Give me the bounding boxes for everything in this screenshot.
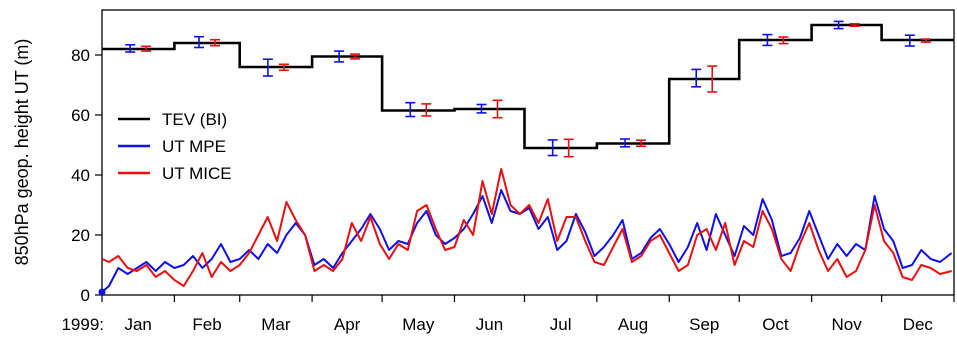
error-bar-ut-mpe	[125, 43, 136, 53]
error-bar-ut-mpe	[405, 101, 416, 118]
series-ut-mice-line	[101, 168, 952, 287]
year-label: 1999:	[61, 315, 104, 334]
y-tick-label: 0	[81, 286, 90, 305]
series-tev-step-line	[102, 23, 954, 150]
x-tick-label: Dec	[903, 315, 934, 334]
y-tick-label: 20	[71, 226, 90, 245]
x-tick-label: Nov	[832, 315, 863, 334]
error-bar-ut-mice	[141, 45, 152, 52]
x-tick-label: Sep	[689, 315, 719, 334]
error-bar-ut-mice	[849, 22, 860, 28]
x-tick-label: Mar	[261, 315, 291, 334]
error-bar-ut-mice	[920, 38, 931, 43]
error-bar-ut-mpe	[691, 68, 702, 88]
x-tick-label: Oct	[762, 315, 789, 334]
error-bar-ut-mice	[421, 103, 432, 117]
y-tick-label: 40	[71, 166, 90, 185]
error-bar-ut-mpe	[476, 103, 487, 114]
x-tick-label: Jul	[550, 315, 572, 334]
error-bar-ut-mice	[492, 99, 503, 119]
error-bar-ut-mpe	[904, 34, 915, 47]
error-bar-ut-mpe	[334, 50, 345, 63]
x-tick-label: Jan	[124, 315, 151, 334]
y-tick-label: 60	[71, 106, 90, 125]
error-bar-ut-mice	[210, 38, 221, 47]
y-axis-title: 850hPa geop. height UT (m)	[12, 39, 32, 266]
error-bar-ut-mice	[350, 53, 361, 60]
error-bar-ut-mpe	[833, 20, 844, 30]
error-bar-ut-mice	[278, 63, 289, 72]
y-tick-label: 80	[71, 46, 90, 65]
error-bar-ut-mpe	[262, 58, 273, 77]
x-tick-label: Jun	[476, 315, 503, 334]
error-bar-ut-mpe	[194, 35, 205, 49]
series-ut-mpe-line	[101, 189, 953, 293]
legend-label-tev-bi: TEV (BI)	[162, 110, 227, 129]
legend-label-ut-mpe: UT MPE	[162, 137, 226, 156]
error-bar-ut-mice	[778, 36, 789, 45]
error-bar-ut-mice	[707, 65, 718, 93]
x-tick-label: Apr	[334, 315, 361, 334]
x-tick-label: Feb	[192, 315, 221, 334]
mpe-start-point	[98, 288, 106, 296]
error-bar-ut-mice	[563, 138, 574, 158]
error-bar-ut-mice	[636, 139, 647, 147]
error-bar-ut-mpe	[547, 139, 558, 157]
error-bar-ut-mpe	[620, 138, 631, 148]
x-tick-label: May	[402, 315, 435, 334]
plot-frame	[101, 9, 955, 296]
legend-label-ut-mice: UT MICE	[162, 164, 232, 183]
x-tick-label: Aug	[618, 315, 648, 334]
error-bar-ut-mpe	[762, 33, 773, 47]
